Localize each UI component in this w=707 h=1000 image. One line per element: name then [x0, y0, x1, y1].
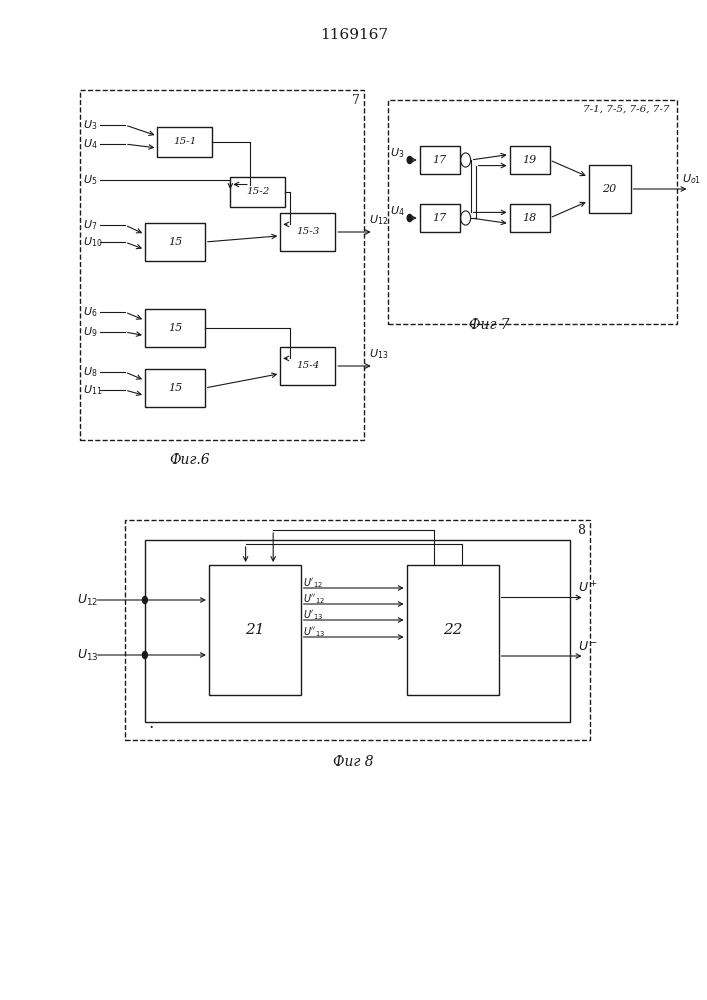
Bar — [145, 223, 205, 261]
Text: $U_{12}$: $U_{12}$ — [77, 592, 98, 608]
Text: $U_9$: $U_9$ — [83, 325, 98, 339]
Text: $U_{11}$: $U_{11}$ — [83, 383, 103, 397]
Text: $U_5$: $U_5$ — [83, 173, 98, 187]
Text: Фиг.6: Фиг.6 — [170, 453, 210, 467]
Bar — [80, 90, 363, 440]
Bar — [510, 146, 549, 174]
Text: 15-3: 15-3 — [296, 228, 320, 236]
Text: $U_{12}$: $U_{12}$ — [369, 213, 388, 227]
Text: $U_7$: $U_7$ — [83, 218, 98, 232]
Text: 15-1: 15-1 — [173, 137, 197, 146]
Circle shape — [142, 651, 147, 659]
Text: $U_{o1}$: $U_{o1}$ — [682, 172, 701, 186]
Bar — [510, 204, 549, 232]
Text: 7-1, 7-5, 7-6, 7-7: 7-1, 7-5, 7-6, 7-7 — [583, 105, 670, 114]
Text: 15-4: 15-4 — [296, 361, 320, 370]
Text: 20: 20 — [602, 184, 617, 194]
Text: $U_4$: $U_4$ — [83, 137, 98, 151]
Bar — [588, 165, 631, 213]
Circle shape — [407, 156, 412, 164]
Text: Фиг 8: Фиг 8 — [334, 755, 374, 769]
Bar — [145, 540, 570, 722]
Text: 17: 17 — [433, 213, 447, 223]
Text: $U^+$: $U^+$ — [578, 580, 597, 595]
Text: $U^-$: $U^-$ — [578, 640, 597, 652]
Bar — [420, 204, 460, 232]
Text: 15: 15 — [168, 323, 182, 333]
Bar — [145, 369, 205, 407]
Text: 15: 15 — [168, 237, 182, 247]
Text: $U'_{13}$: $U'_{13}$ — [303, 608, 323, 622]
Bar — [280, 213, 335, 251]
Text: $U_{10}$: $U_{10}$ — [83, 235, 103, 249]
Text: $U_{13}$: $U_{13}$ — [369, 347, 388, 361]
Bar — [209, 565, 300, 695]
Text: 15: 15 — [168, 383, 182, 393]
Text: 21: 21 — [245, 623, 264, 637]
Text: $U_6$: $U_6$ — [83, 305, 98, 319]
Text: 19: 19 — [522, 155, 537, 165]
Text: 22: 22 — [443, 623, 462, 637]
Bar — [387, 100, 677, 324]
Bar — [158, 127, 212, 157]
Text: 1169167: 1169167 — [320, 28, 388, 42]
Text: $U_{13}$: $U_{13}$ — [77, 647, 98, 663]
Text: $U_3$: $U_3$ — [390, 146, 404, 160]
Text: 8: 8 — [578, 524, 585, 537]
Text: Фиг 7: Фиг 7 — [469, 318, 510, 332]
Bar — [125, 520, 590, 740]
Text: $U_3$: $U_3$ — [83, 118, 98, 132]
Text: $U'_{12}$: $U'_{12}$ — [303, 576, 323, 590]
Bar — [407, 565, 498, 695]
Text: $U''_{12}$: $U''_{12}$ — [303, 592, 325, 606]
Text: $U_4$: $U_4$ — [390, 204, 404, 218]
Bar — [280, 347, 335, 385]
Text: $U_8$: $U_8$ — [83, 365, 98, 379]
Text: 15-2: 15-2 — [246, 188, 269, 196]
Text: .: . — [148, 715, 153, 732]
Circle shape — [407, 214, 412, 222]
Text: 17: 17 — [433, 155, 447, 165]
Text: 7: 7 — [352, 94, 360, 107]
Circle shape — [142, 596, 147, 604]
Text: 18: 18 — [522, 213, 537, 223]
Bar — [420, 146, 460, 174]
Bar — [230, 177, 286, 207]
Text: $U''_{13}$: $U''_{13}$ — [303, 625, 325, 639]
Bar — [145, 309, 205, 347]
